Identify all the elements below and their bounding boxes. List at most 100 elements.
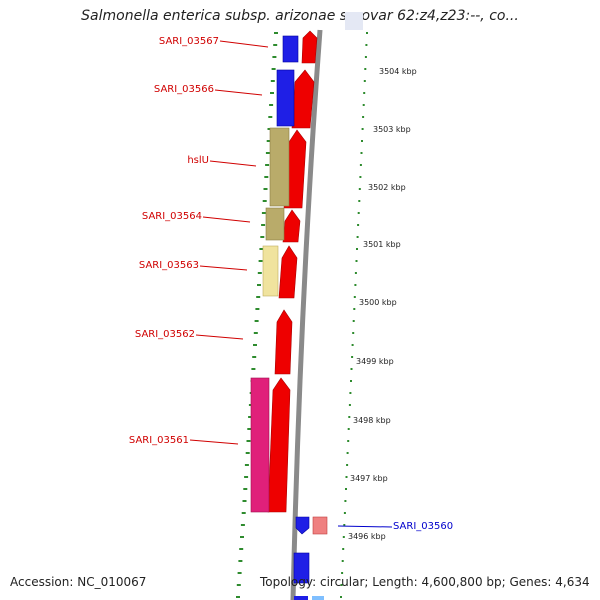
right-track-tick bbox=[353, 308, 356, 310]
right-track-tick bbox=[359, 176, 362, 178]
right-track-tick bbox=[344, 500, 347, 502]
faded-feature bbox=[345, 12, 363, 30]
right-track-tick bbox=[354, 272, 357, 274]
leader-hslu bbox=[209, 160, 257, 167]
gene-sari03567-fwd[interactable] bbox=[301, 30, 318, 64]
leader-sari03567 bbox=[219, 40, 269, 48]
gene-sari03566-inner[interactable] bbox=[276, 69, 295, 127]
left-track-tick bbox=[240, 524, 245, 526]
sari03560-leader-line bbox=[337, 525, 393, 528]
left-track-tick bbox=[264, 176, 269, 178]
right-track-tick bbox=[356, 236, 359, 238]
right-track-tick bbox=[350, 368, 353, 370]
right-track-tick bbox=[358, 200, 361, 202]
right-track-tick bbox=[361, 140, 363, 142]
left-track-tick bbox=[242, 500, 247, 502]
right-track-tick bbox=[345, 476, 348, 478]
right-track-tick bbox=[346, 452, 349, 454]
right-track-tick bbox=[359, 164, 362, 166]
right-track-tick bbox=[361, 128, 364, 130]
kbp-3501: 3501 kbp bbox=[363, 240, 401, 249]
right-track-tick bbox=[350, 380, 352, 382]
left-track-tick bbox=[267, 128, 272, 130]
right-track-tick bbox=[341, 572, 344, 574]
right-track-tick bbox=[340, 596, 342, 598]
right-track-tick bbox=[352, 332, 355, 334]
left-track-tick bbox=[261, 224, 266, 226]
left-track-tick bbox=[244, 464, 249, 466]
kbp-3503: 3503 kbp bbox=[373, 125, 411, 134]
leader-sari03566 bbox=[214, 89, 263, 96]
left-track-tick bbox=[247, 428, 252, 430]
gene-sari03562-fwd[interactable] bbox=[274, 309, 293, 375]
gene-bottom-blue-2[interactable] bbox=[294, 596, 308, 600]
right-track-tick bbox=[353, 296, 356, 298]
gene-sari03564-inner[interactable] bbox=[265, 207, 285, 241]
left-track-tick bbox=[261, 212, 266, 214]
label-sari03562[interactable]: SARI_03562 bbox=[135, 329, 195, 340]
label-sari03560[interactable]: SARI_03560 bbox=[393, 521, 453, 532]
inner-genes bbox=[250, 35, 299, 513]
left-track-tick bbox=[269, 104, 274, 106]
kbp-3500: 3500 kbp bbox=[359, 298, 397, 307]
left-track-tick bbox=[256, 296, 261, 298]
right-track-tick bbox=[352, 320, 355, 322]
gene-sari03564-fwd[interactable] bbox=[282, 209, 301, 243]
label-sari03561[interactable]: SARI_03561 bbox=[129, 435, 189, 446]
leader-sari03563 bbox=[199, 265, 248, 271]
gene-sari03563-inner[interactable] bbox=[262, 245, 279, 297]
right-track-tick bbox=[346, 464, 349, 466]
kbp-3496: 3496 kbp bbox=[348, 532, 386, 541]
map-title: Salmonella enterica subsp. arizonae sero… bbox=[81, 8, 519, 24]
left-track-tick bbox=[270, 92, 274, 94]
label-sari03564[interactable]: SARI_03564 bbox=[142, 211, 202, 222]
right-track-tick bbox=[349, 392, 352, 394]
leader-sari03564 bbox=[202, 216, 251, 223]
left-track-tick bbox=[272, 56, 277, 58]
left-track-tick bbox=[248, 416, 253, 418]
right-track-tick bbox=[340, 584, 343, 586]
right-track-tick bbox=[345, 488, 347, 490]
left-track-tick bbox=[268, 116, 273, 118]
right-track-tick bbox=[342, 548, 345, 550]
left-track-tick bbox=[236, 584, 241, 586]
right-track-tick bbox=[357, 224, 360, 226]
left-track-tick bbox=[265, 164, 270, 166]
label-sari03566[interactable]: SARI_03566 bbox=[154, 84, 214, 95]
left-track-tick bbox=[274, 32, 278, 34]
gene-sari03560-blue[interactable] bbox=[295, 516, 310, 535]
left-dotted-track bbox=[236, 32, 278, 598]
gene-hslu-inner[interactable] bbox=[269, 127, 290, 207]
label-sari03563[interactable]: SARI_03563 bbox=[139, 260, 199, 271]
sari03560-region bbox=[293, 516, 393, 600]
right-track-tick bbox=[356, 248, 358, 250]
left-track-tick bbox=[259, 248, 264, 250]
left-track-tick bbox=[236, 596, 240, 598]
gene-sari03561-inner[interactable] bbox=[250, 377, 270, 513]
left-track-tick bbox=[243, 488, 248, 490]
left-track-tick bbox=[263, 188, 268, 190]
left-track-tick bbox=[258, 260, 263, 262]
right-track-tick bbox=[360, 152, 363, 154]
gene-sari03563-fwd[interactable] bbox=[278, 245, 298, 299]
left-track-tick bbox=[260, 236, 265, 238]
left-track-tick bbox=[246, 440, 251, 442]
left-track-tick bbox=[265, 152, 270, 154]
gene-sari03560-salmon[interactable] bbox=[312, 516, 328, 535]
right-track-tick bbox=[347, 440, 350, 442]
gene-sari03566-fwd[interactable] bbox=[291, 69, 315, 129]
left-track-tick bbox=[273, 44, 278, 46]
right-track-tick bbox=[343, 512, 346, 514]
gene-bottom-blue[interactable] bbox=[293, 552, 310, 584]
gene-bottom-lightblue[interactable] bbox=[312, 596, 324, 600]
right-track-tick bbox=[341, 560, 344, 562]
gene-sari03567-inner[interactable] bbox=[282, 35, 299, 63]
label-leader-lines bbox=[189, 40, 269, 445]
genome-backbone bbox=[290, 29, 323, 600]
label-hslu[interactable]: hslU bbox=[187, 155, 209, 166]
right-track-tick bbox=[365, 44, 368, 46]
gene-sari03561-fwd[interactable] bbox=[267, 377, 291, 513]
label-sari03567[interactable]: SARI_03567 bbox=[159, 36, 219, 47]
left-track-tick bbox=[257, 272, 262, 274]
left-track-tick bbox=[240, 536, 244, 538]
